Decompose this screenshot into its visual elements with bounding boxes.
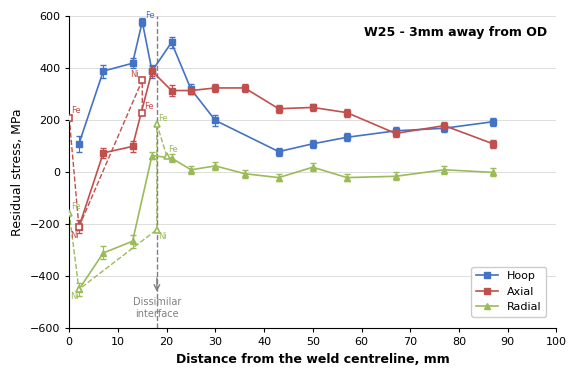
Text: Fe: Fe <box>144 102 153 111</box>
Text: Ni: Ni <box>70 292 79 301</box>
Text: Fe: Fe <box>71 106 80 115</box>
Text: Fe: Fe <box>168 145 177 154</box>
Text: Ni: Ni <box>158 232 167 241</box>
Y-axis label: Residual stress, MPa: Residual stress, MPa <box>11 109 24 236</box>
Legend: Hoop, Axial, Radial: Hoop, Axial, Radial <box>471 267 546 317</box>
Text: Ni: Ni <box>70 231 79 240</box>
X-axis label: Distance from the weld centreline, mm: Distance from the weld centreline, mm <box>176 353 450 366</box>
Text: Dissimilar
interface: Dissimilar interface <box>133 297 181 319</box>
Text: Ni: Ni <box>130 70 139 79</box>
Text: Fe: Fe <box>144 11 154 20</box>
Text: Fe: Fe <box>158 114 168 123</box>
Text: W25 - 3mm away from OD: W25 - 3mm away from OD <box>364 26 547 39</box>
Text: Fe: Fe <box>71 202 80 211</box>
